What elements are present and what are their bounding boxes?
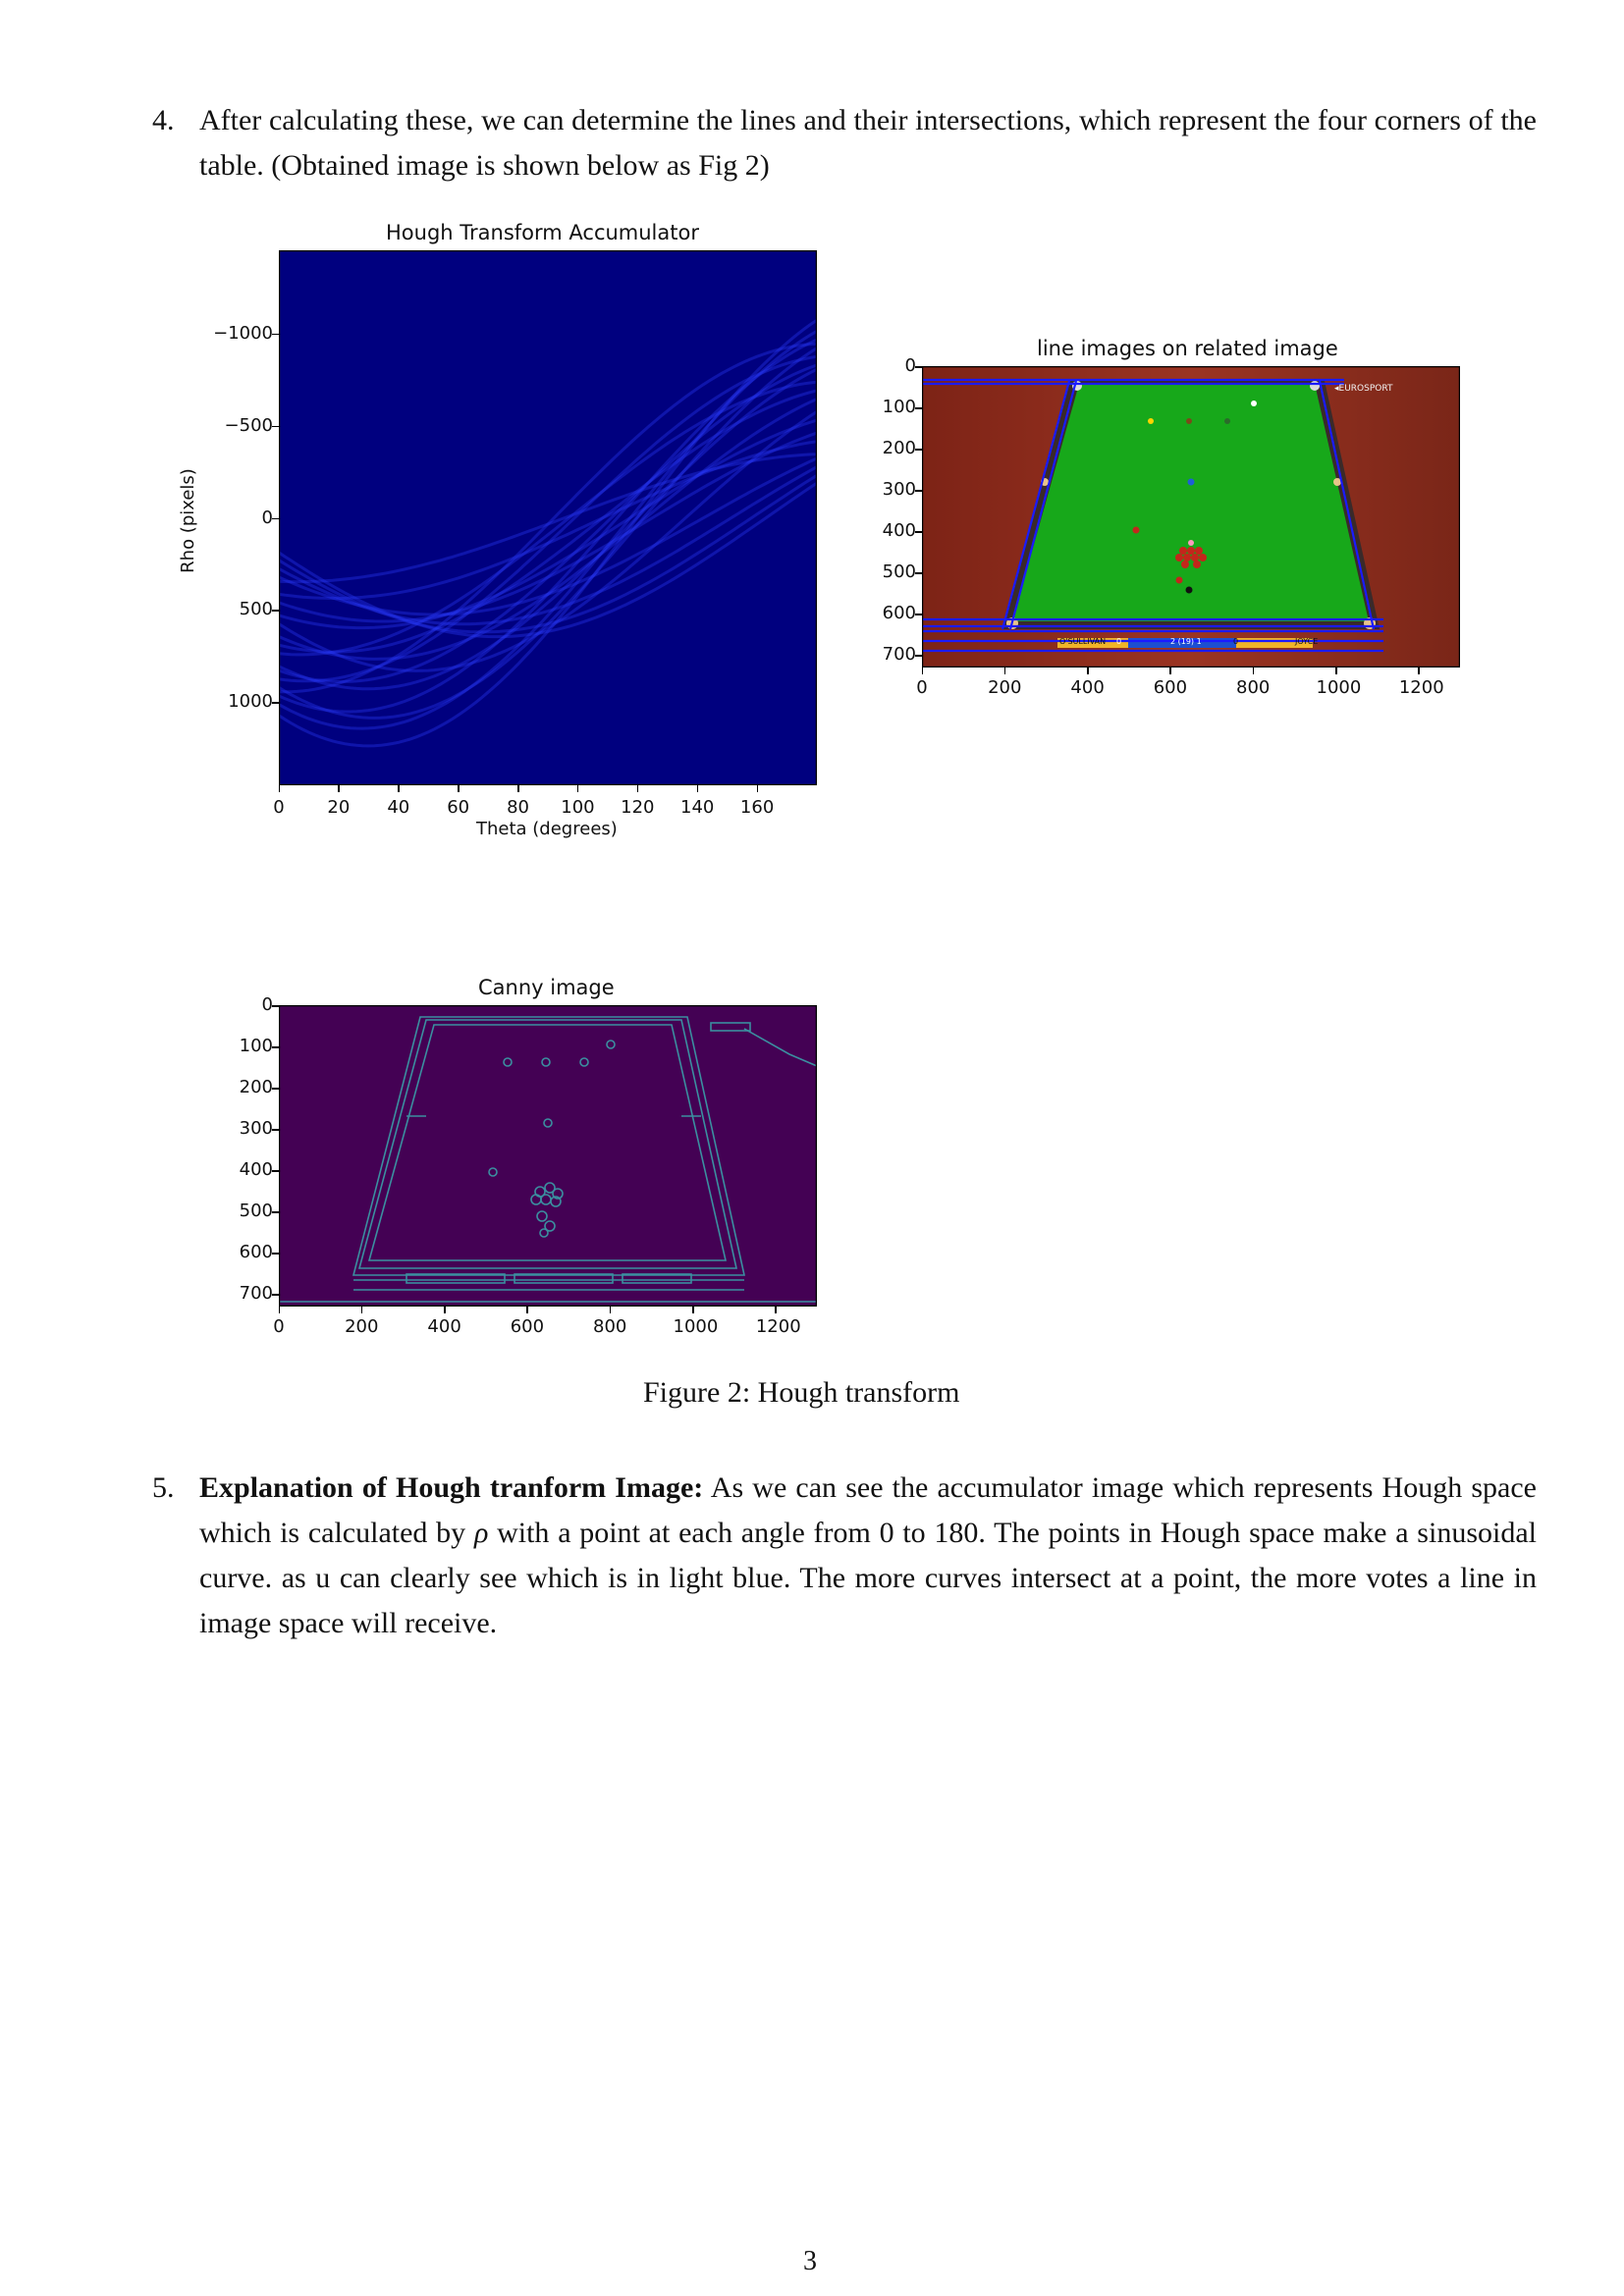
item-5-paragraph: 5. Explanation of Hough tranform Image: … [152, 1466, 1537, 1646]
hough-curve-10 [279, 440, 817, 600]
hough-xtick-2: 40 [387, 797, 410, 818]
item-5-bold-heading: Explanation of Hough tranform Image: [199, 1471, 704, 1504]
hough-curve-5 [279, 389, 817, 654]
line-ytick-7: 700 [882, 644, 916, 666]
canny-xtick-1: 200 [345, 1316, 379, 1337]
hough-ytick-3: 500 [239, 599, 273, 620]
hough-xtick-0: 0 [273, 797, 285, 818]
hough-ytick-0: −1000 [213, 322, 273, 344]
line-ytick-1: 100 [882, 397, 916, 418]
hough-xlabel: Theta (degrees) [476, 819, 618, 839]
hough-xtick-8: 160 [739, 797, 775, 818]
hough-ylabel: Rho (pixels) [177, 468, 198, 573]
scoreboard-score1: 0 [1116, 637, 1122, 646]
item-5-text-b: with a point at each angle from 0 to 180… [199, 1517, 1537, 1639]
canny-xtick-0: 0 [273, 1316, 285, 1337]
canny-ytick-7: 700 [239, 1283, 273, 1305]
canny-ytick-3: 300 [239, 1118, 273, 1140]
hough-curve-7 [279, 465, 817, 626]
page-number: 3 [803, 2246, 817, 2276]
line-xtick-0: 0 [916, 677, 928, 698]
canny-edges [279, 1016, 817, 1303]
canny-ytick-2: 200 [239, 1077, 273, 1098]
hough-xtick-3: 60 [447, 797, 470, 818]
hough-plot-area [279, 250, 817, 785]
hough-xtick-5: 100 [561, 797, 595, 818]
item-5-number: 5. [152, 1471, 175, 1504]
scoreboard-frames: 2 (19) 1 [1170, 637, 1202, 646]
line-xtick-1: 200 [988, 677, 1022, 698]
broadcaster-logo: ◂EUROSPORT [1334, 384, 1393, 394]
line-plot-title: line images on related image [1037, 337, 1338, 360]
canny-xtick-5: 1000 [673, 1316, 719, 1337]
hough-curve-3 [279, 481, 817, 639]
line-ytick-4: 400 [882, 520, 916, 542]
canny-ytick-1: 100 [239, 1036, 273, 1057]
rho-symbol: ρ [473, 1517, 489, 1549]
item-4-paragraph: 4. After calculating these, we can deter… [152, 98, 1537, 188]
canny-xtick-6: 1200 [755, 1316, 801, 1337]
hough-curve-12 [279, 330, 817, 730]
hough-ytick-1: −500 [224, 414, 273, 436]
hough-background [279, 250, 817, 785]
snooker-table [1012, 384, 1369, 621]
hough-plot-title: Hough Transform Accumulator [386, 221, 699, 244]
hough-xtick-6: 120 [621, 797, 655, 818]
scoreboard-player2: JOYCE [1295, 637, 1319, 646]
line-ytick-5: 500 [882, 561, 916, 583]
item-4-text: After calculating these, we can determin… [199, 104, 1537, 182]
line-ytick-2: 200 [882, 438, 916, 459]
line-xtick-2: 400 [1070, 677, 1105, 698]
hough-curve-13 [279, 474, 817, 634]
item-4-number: 4. [152, 104, 175, 136]
line-xtick-3: 600 [1153, 677, 1188, 698]
line-xtick-5: 1000 [1316, 677, 1362, 698]
hough-curve-8 [279, 338, 817, 714]
hough-curve-11 [279, 354, 817, 683]
line-xtick-4: 800 [1236, 677, 1271, 698]
canny-ytick-0: 0 [261, 994, 273, 1015]
canny-ytick-4: 400 [239, 1159, 273, 1181]
canny-xtick-3: 600 [510, 1316, 545, 1337]
hough-curve-19 [279, 347, 817, 720]
hough-curve-14 [279, 398, 817, 661]
hough-curve-9 [279, 410, 817, 672]
hough-xtick-7: 140 [680, 797, 715, 818]
hough-curve-0 [279, 453, 817, 584]
hough-curve-17 [279, 363, 817, 683]
line-ytick-6: 600 [882, 603, 916, 624]
hough-ytick-4: 1000 [228, 691, 273, 713]
figure-caption: Figure 2: Hough transform [643, 1376, 960, 1409]
detected-lines [922, 378, 1383, 653]
hough-curve-6 [279, 367, 817, 691]
hough-xtick-4: 80 [507, 797, 529, 818]
line-xtick-6: 1200 [1398, 677, 1444, 698]
canny-ytick-5: 500 [239, 1201, 273, 1222]
hough-ytick-2: 0 [261, 507, 273, 528]
scoreboard-score2: 0 [1233, 637, 1239, 646]
canny-xtick-4: 800 [593, 1316, 627, 1337]
line-ytick-0: 0 [904, 355, 916, 376]
hough-curve-1 [279, 342, 817, 694]
hough-curve-18 [279, 456, 817, 616]
hough-curve-15 [279, 380, 817, 657]
hough-xtick-1: 20 [327, 797, 351, 818]
hough-curve-16 [279, 418, 817, 630]
canny-plot-area [279, 1005, 817, 1307]
scoreboard-player1: O'SULLIVAN [1059, 637, 1107, 646]
canny-ytick-6: 600 [239, 1242, 273, 1263]
canny-plot-title: Canny image [478, 976, 615, 999]
line-plot-area: O'SULLIVAN 0 2 (19) 1 0 JOYCE ◂EUROSPORT [922, 366, 1460, 667]
canny-xtick-2: 400 [427, 1316, 461, 1337]
hough-curve-4 [279, 431, 817, 623]
line-ytick-3: 300 [882, 479, 916, 501]
item-5-text-a: As we can see the accumulator image whic… [199, 1471, 1537, 1549]
hough-curve-2 [279, 318, 817, 748]
